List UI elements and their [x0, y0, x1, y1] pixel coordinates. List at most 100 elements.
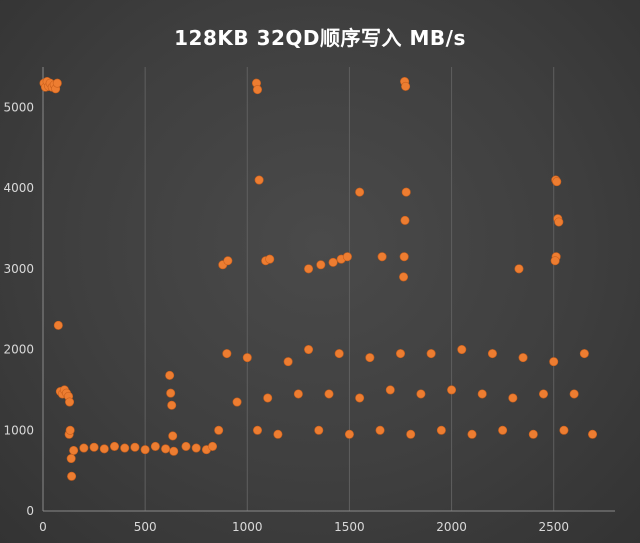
data-point-0-20	[69, 445, 79, 455]
data-point-0-51	[334, 349, 344, 359]
data-point-0-53	[355, 393, 365, 403]
data-point-0-69	[518, 353, 528, 363]
data-point-0-70	[528, 429, 538, 439]
data-point-0-55	[375, 425, 385, 435]
data-point-0-29	[161, 444, 171, 454]
data-point-0-97	[514, 264, 524, 274]
data-point-0-34	[169, 446, 179, 456]
data-points	[39, 77, 598, 481]
x-tick-label-3: 1500	[334, 520, 365, 534]
data-point-0-66	[487, 349, 497, 359]
data-point-0-47	[293, 389, 303, 399]
data-point-0-56	[385, 385, 395, 395]
data-point-0-67	[498, 425, 508, 435]
data-point-0-73	[559, 425, 569, 435]
data-point-0-30	[165, 370, 175, 380]
data-point-0-89	[355, 187, 365, 197]
chart-title: 128KB 32QD顺序写入 MB/s	[174, 26, 466, 50]
data-point-0-24	[110, 441, 120, 451]
data-point-0-41	[232, 397, 242, 407]
data-point-0-71	[538, 389, 548, 399]
data-point-0-50	[324, 389, 334, 399]
data-point-0-52	[344, 429, 354, 439]
data-point-0-57	[395, 349, 405, 359]
data-point-0-60	[426, 349, 436, 359]
data-point-0-54	[365, 353, 375, 363]
data-point-0-65	[477, 389, 487, 399]
data-point-0-45	[273, 429, 283, 439]
data-point-0-99	[552, 177, 562, 187]
data-point-0-95	[399, 252, 409, 262]
data-point-0-42	[242, 353, 252, 363]
data-point-0-72	[549, 357, 559, 367]
x-tick-label-1: 500	[134, 520, 157, 534]
data-point-0-25	[120, 443, 130, 453]
data-point-0-23	[99, 444, 109, 454]
x-axis-tick-labels: 0 500 1000 1500 2000 2500	[39, 520, 569, 534]
y-axis-tick-labels: 0 1000 2000 3000 4000 5000	[3, 100, 34, 518]
axes	[42, 67, 615, 512]
data-point-0-8	[52, 78, 62, 88]
data-point-0-101	[554, 217, 564, 227]
data-point-0-22	[89, 442, 99, 452]
data-point-0-46	[283, 357, 293, 367]
data-point-0-21	[79, 443, 89, 453]
data-point-0-90	[377, 252, 387, 262]
data-point-0-48	[304, 345, 314, 355]
y-tick-label-5: 5000	[3, 100, 34, 114]
y-tick-label-1: 1000	[3, 423, 34, 437]
data-point-0-58	[406, 429, 416, 439]
data-point-0-88	[342, 252, 352, 262]
data-point-0-44	[263, 393, 273, 403]
data-point-0-63	[457, 345, 467, 355]
data-point-0-43	[253, 425, 263, 435]
data-point-0-49	[314, 425, 324, 435]
x-tick-label-2: 1000	[232, 520, 263, 534]
data-point-0-92	[401, 81, 411, 91]
x-tick-label-0: 0	[39, 520, 47, 534]
data-point-0-38	[208, 441, 218, 451]
x-tick-label-5: 2500	[538, 520, 569, 534]
data-point-0-78	[223, 256, 233, 266]
data-point-0-17	[65, 425, 75, 435]
data-point-0-15	[65, 397, 75, 407]
data-point-0-31	[166, 388, 176, 398]
data-point-0-74	[569, 389, 579, 399]
data-point-0-9	[53, 320, 63, 330]
data-point-0-76	[588, 429, 598, 439]
data-point-0-94	[400, 215, 410, 225]
data-point-0-27	[140, 445, 150, 455]
data-point-0-83	[265, 254, 275, 264]
y-tick-label-2: 2000	[3, 343, 34, 357]
data-point-0-80	[253, 85, 263, 95]
data-point-0-40	[222, 349, 232, 359]
data-point-0-75	[579, 349, 589, 359]
data-point-0-19	[67, 471, 77, 481]
data-point-0-86	[328, 257, 338, 267]
y-tick-label-0: 0	[26, 504, 34, 518]
data-point-0-62	[447, 385, 457, 395]
y-tick-label-3: 3000	[3, 262, 34, 276]
x-tick-label-4: 2000	[436, 520, 467, 534]
data-point-0-84	[304, 264, 314, 274]
data-point-0-35	[181, 441, 191, 451]
data-point-0-103	[550, 256, 560, 266]
data-point-0-26	[130, 442, 140, 452]
data-point-0-32	[167, 400, 177, 410]
data-point-0-33	[168, 431, 178, 441]
data-point-0-85	[316, 260, 326, 270]
data-point-0-18	[66, 454, 76, 464]
data-point-0-81	[254, 175, 264, 185]
y-tick-label-4: 4000	[3, 181, 34, 195]
data-point-0-96	[399, 272, 409, 282]
data-point-0-39	[214, 425, 224, 435]
data-point-0-68	[508, 393, 518, 403]
data-point-0-64	[467, 429, 477, 439]
data-point-0-61	[436, 425, 446, 435]
grid-lines	[144, 67, 555, 511]
data-point-0-36	[191, 443, 201, 453]
data-point-0-28	[150, 441, 160, 451]
data-point-0-59	[416, 389, 426, 399]
data-point-0-93	[401, 187, 411, 197]
